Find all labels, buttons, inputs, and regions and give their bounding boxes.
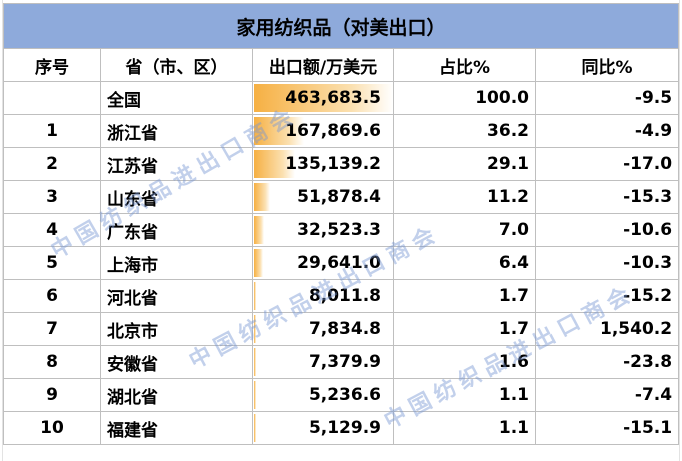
data-bar: [254, 249, 263, 277]
yoy-cell[interactable]: -15.3: [534, 180, 680, 214]
region-cell[interactable]: 安徽省: [100, 345, 253, 379]
export-value: 51,878.4: [297, 187, 381, 207]
yoy-cell[interactable]: -10.3: [534, 246, 680, 280]
share-cell[interactable]: 7.0: [393, 213, 536, 247]
header-region[interactable]: 省（市、区）: [100, 48, 253, 82]
data-bar: [254, 282, 257, 310]
region-cell[interactable]: 广东省: [100, 213, 253, 247]
header-row: 序号 省（市、区） 出口额/万美元 占比% 同比%: [3, 48, 680, 82]
region-cell[interactable]: 上海市: [100, 246, 253, 280]
table-row: 6 河北省 8,011.8 1.7 -15.2: [3, 279, 680, 313]
yoy-cell[interactable]: -17.0: [534, 147, 680, 181]
rank-cell[interactable]: 5: [3, 246, 101, 280]
yoy-cell[interactable]: 1,540.2: [534, 312, 680, 346]
header-yoy[interactable]: 同比%: [534, 48, 680, 82]
yoy-cell[interactable]: -15.2: [534, 279, 680, 313]
data-bar: [254, 150, 295, 178]
data-bar: [254, 348, 257, 376]
export-value: 32,523.3: [297, 220, 381, 240]
table-row: 5 上海市 29,641.0 6.4 -10.3: [3, 246, 680, 280]
yoy-cell[interactable]: -15.1: [534, 411, 680, 445]
share-cell[interactable]: 6.4: [393, 246, 536, 280]
data-bar: [254, 216, 264, 244]
export-value: 167,869.6: [285, 121, 381, 141]
rank-cell[interactable]: 10: [3, 411, 101, 445]
export-cell[interactable]: 167,869.6: [252, 114, 394, 148]
data-bar: [254, 381, 256, 409]
export-value: 7,379.9: [308, 352, 381, 372]
region-cell[interactable]: 全国: [100, 81, 253, 115]
region-cell[interactable]: 湖北省: [100, 378, 253, 412]
export-cell[interactable]: 29,641.0: [252, 246, 394, 280]
table-row: 4 广东省 32,523.3 7.0 -10.6: [3, 213, 680, 247]
rank-cell[interactable]: 9: [3, 378, 101, 412]
table-row: 3 山东省 51,878.4 11.2 -15.3: [3, 180, 680, 214]
data-bar: [254, 315, 257, 343]
table-row: 1 浙江省 167,869.6 36.2 -4.9: [3, 114, 680, 148]
share-cell[interactable]: 1.6: [393, 345, 536, 379]
data-bar: [254, 183, 270, 211]
yoy-cell[interactable]: -9.5: [534, 81, 680, 115]
grid-line: [679, 0, 680, 461]
yoy-cell[interactable]: -23.8: [534, 345, 680, 379]
grid-line: [2, 0, 3, 461]
region-cell[interactable]: 河北省: [100, 279, 253, 313]
export-value: 7,834.8: [308, 319, 381, 339]
table-row: 2 江苏省 135,139.2 29.1 -17.0: [3, 147, 680, 181]
export-cell[interactable]: 51,878.4: [252, 180, 394, 214]
header-share[interactable]: 占比%: [393, 48, 536, 82]
region-cell[interactable]: 山东省: [100, 180, 253, 214]
share-cell[interactable]: 1.7: [393, 279, 536, 313]
share-cell[interactable]: 1.1: [393, 411, 536, 445]
data-bar: [254, 414, 256, 442]
yoy-cell[interactable]: -4.9: [534, 114, 680, 148]
data-bar: [254, 84, 393, 112]
export-cell[interactable]: 8,011.8: [252, 279, 394, 313]
table-row: 7 北京市 7,834.8 1.7 1,540.2: [3, 312, 680, 346]
region-cell[interactable]: 浙江省: [100, 114, 253, 148]
export-value: 29,641.0: [297, 253, 381, 273]
export-value: 5,236.6: [308, 385, 381, 405]
export-cell[interactable]: 7,834.8: [252, 312, 394, 346]
header-export[interactable]: 出口额/万美元: [252, 48, 394, 82]
share-cell[interactable]: 11.2: [393, 180, 536, 214]
export-cell[interactable]: 5,236.6: [252, 378, 394, 412]
export-cell[interactable]: 463,683.5: [252, 81, 394, 115]
region-cell[interactable]: 北京市: [100, 312, 253, 346]
export-cell[interactable]: 32,523.3: [252, 213, 394, 247]
data-table: 家用纺织品（对美出口） 序号 省（市、区） 出口额/万美元 占比% 同比% 全国…: [2, 3, 680, 445]
export-cell[interactable]: 5,129.9: [252, 411, 394, 445]
yoy-cell[interactable]: -10.6: [534, 213, 680, 247]
table-row: 全国 463,683.5 100.0 -9.5: [3, 81, 680, 115]
export-value: 463,683.5: [285, 88, 381, 108]
share-cell[interactable]: 1.7: [393, 312, 536, 346]
export-value: 5,129.9: [308, 418, 381, 438]
table-title: 家用纺织品（对美出口）: [2, 3, 680, 49]
header-rank[interactable]: 序号: [3, 48, 101, 82]
rank-cell[interactable]: 1: [3, 114, 101, 148]
rank-cell[interactable]: 3: [3, 180, 101, 214]
region-cell[interactable]: 福建省: [100, 411, 253, 445]
rank-cell[interactable]: 8: [3, 345, 101, 379]
rank-cell[interactable]: 4: [3, 213, 101, 247]
share-cell[interactable]: 100.0: [393, 81, 536, 115]
export-cell[interactable]: 7,379.9: [252, 345, 394, 379]
share-cell[interactable]: 29.1: [393, 147, 536, 181]
yoy-cell[interactable]: -7.4: [534, 378, 680, 412]
export-value: 135,139.2: [285, 154, 381, 174]
rank-cell[interactable]: 6: [3, 279, 101, 313]
export-value: 8,011.8: [308, 286, 381, 306]
share-cell[interactable]: 1.1: [393, 378, 536, 412]
table-row: 10 福建省 5,129.9 1.1 -15.1: [3, 411, 680, 445]
table-row: 9 湖北省 5,236.6 1.1 -7.4: [3, 378, 680, 412]
data-bar: [254, 117, 305, 145]
rank-cell[interactable]: 7: [3, 312, 101, 346]
table-row: 8 安徽省 7,379.9 1.6 -23.8: [3, 345, 680, 379]
rank-cell[interactable]: 2: [3, 147, 101, 181]
share-cell[interactable]: 36.2: [393, 114, 536, 148]
export-cell[interactable]: 135,139.2: [252, 147, 394, 181]
rank-cell[interactable]: [3, 81, 101, 115]
region-cell[interactable]: 江苏省: [100, 147, 253, 181]
